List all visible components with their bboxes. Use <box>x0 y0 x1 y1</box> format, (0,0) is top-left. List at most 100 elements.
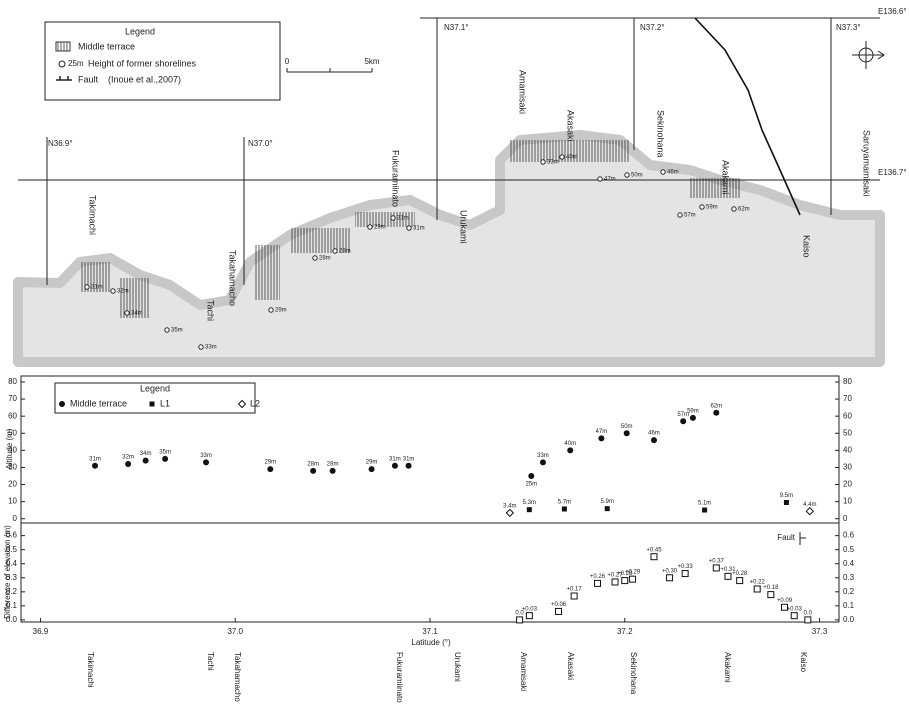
y-tick-label: 40 <box>843 445 852 454</box>
point <box>790 612 798 620</box>
value-label: +0.27 <box>607 573 623 579</box>
y-tick-label: 0.6 <box>6 531 18 540</box>
point <box>528 472 535 479</box>
value-label: +0.28 <box>617 571 633 577</box>
y-tick-label: 30 <box>8 463 17 472</box>
point <box>555 607 563 615</box>
value-label: 50m <box>621 424 633 430</box>
value-label: 3.4m <box>503 503 516 509</box>
value-label: 0.0 <box>515 610 524 616</box>
legend-swatch <box>55 41 71 52</box>
shoreline-point <box>367 224 373 230</box>
y-tick-label: 0.5 <box>843 545 855 554</box>
shoreline-point <box>624 172 630 178</box>
height-label: 57m <box>684 213 696 219</box>
point <box>149 401 155 407</box>
y-tick-label: 0.3 <box>6 573 18 582</box>
shoreline-point <box>332 248 338 254</box>
y-tick-label: 0.0 <box>6 615 18 624</box>
height-label: 46m <box>667 170 679 176</box>
terrace-areas <box>80 140 740 318</box>
value-label: 33m <box>200 453 212 459</box>
point <box>570 592 578 600</box>
grid <box>18 17 880 285</box>
place-name: Takahamacho <box>228 250 238 306</box>
point <box>702 507 708 513</box>
y-tick-label: 70 <box>8 394 17 403</box>
place-name: Akasaki <box>566 110 576 142</box>
grid-label: N37.3° <box>836 23 861 32</box>
place-name: Akakami <box>723 652 732 683</box>
point <box>611 578 619 586</box>
point <box>526 507 532 513</box>
legend-label: 25m <box>68 59 84 68</box>
y-tick-label: 80 <box>8 377 17 386</box>
shoreline-point <box>677 212 683 218</box>
value-label: 0.0 <box>804 610 813 616</box>
value-label: 31m <box>89 456 101 462</box>
shoreline-point <box>597 176 603 182</box>
value-label: 59m <box>687 408 699 414</box>
value-label: +0.30 <box>662 568 678 574</box>
height-label: 33m <box>547 160 559 166</box>
value-label: 32m <box>122 455 134 461</box>
value-label: +0.09 <box>777 598 793 604</box>
place-name: Fukuramiinato <box>395 652 404 703</box>
value-label: 29m <box>366 460 378 466</box>
y-tick-label: 0.4 <box>6 559 18 568</box>
shoreline-point <box>268 307 274 313</box>
value-label: 25m <box>525 482 537 488</box>
shoreline-point <box>198 344 204 350</box>
point <box>92 462 99 469</box>
y-tick-label: 20 <box>8 480 17 489</box>
scale-label: 5km <box>364 57 379 66</box>
scale-label: 0 <box>285 57 290 66</box>
value-label: +0.33 <box>678 564 694 570</box>
map: Legend Middle terrace 25m Height of form… <box>13 0 907 367</box>
value-label: 46m <box>648 431 660 437</box>
value-label: 29m <box>264 460 276 466</box>
point <box>780 603 788 611</box>
shoreline-point <box>406 225 412 231</box>
point <box>724 572 732 580</box>
value-label: 57m <box>677 412 689 418</box>
point <box>405 462 412 469</box>
y-tick-label: 0.3 <box>843 573 855 582</box>
shoreline-point <box>312 255 318 261</box>
point <box>391 462 398 469</box>
y-tick-label: 0.1 <box>843 601 855 610</box>
y-tick-label: 10 <box>843 497 852 506</box>
shoreline-point <box>559 154 565 160</box>
value-label: 9.5m <box>780 493 793 499</box>
point <box>681 570 689 578</box>
point <box>753 585 761 593</box>
point <box>525 612 533 620</box>
value-label: 47m <box>596 429 608 435</box>
plot-frame <box>20 522 840 623</box>
value-label: +0.28 <box>732 571 748 577</box>
height-label: 47m <box>604 177 616 183</box>
value-label: +0.29 <box>625 570 641 576</box>
height-label: 50m <box>631 173 643 179</box>
value-label: 40m <box>564 441 576 447</box>
y-tick-label: 70 <box>843 394 852 403</box>
legend-label: L2 <box>250 398 260 408</box>
shoreline-point <box>660 169 666 175</box>
height-label: 59m <box>706 205 718 211</box>
place-name: Kaiso <box>799 652 808 673</box>
place-name: Takimachi <box>88 195 98 235</box>
y-tick-label: 20 <box>843 480 852 489</box>
point <box>125 461 132 468</box>
height-label: 35m <box>171 328 183 334</box>
point <box>666 574 674 582</box>
place-name: Takimachi <box>86 652 95 688</box>
place-name: Takahamacho <box>233 652 242 702</box>
legend-swatch <box>56 76 72 81</box>
height-label: 62m <box>738 207 750 213</box>
y-tick-label: 60 <box>843 411 852 420</box>
legend-label: L1 <box>160 398 170 408</box>
point <box>516 616 524 624</box>
value-label: 5.7m <box>558 500 571 506</box>
value-label: +0.26 <box>590 574 606 580</box>
value-label: +0.17 <box>567 587 583 593</box>
